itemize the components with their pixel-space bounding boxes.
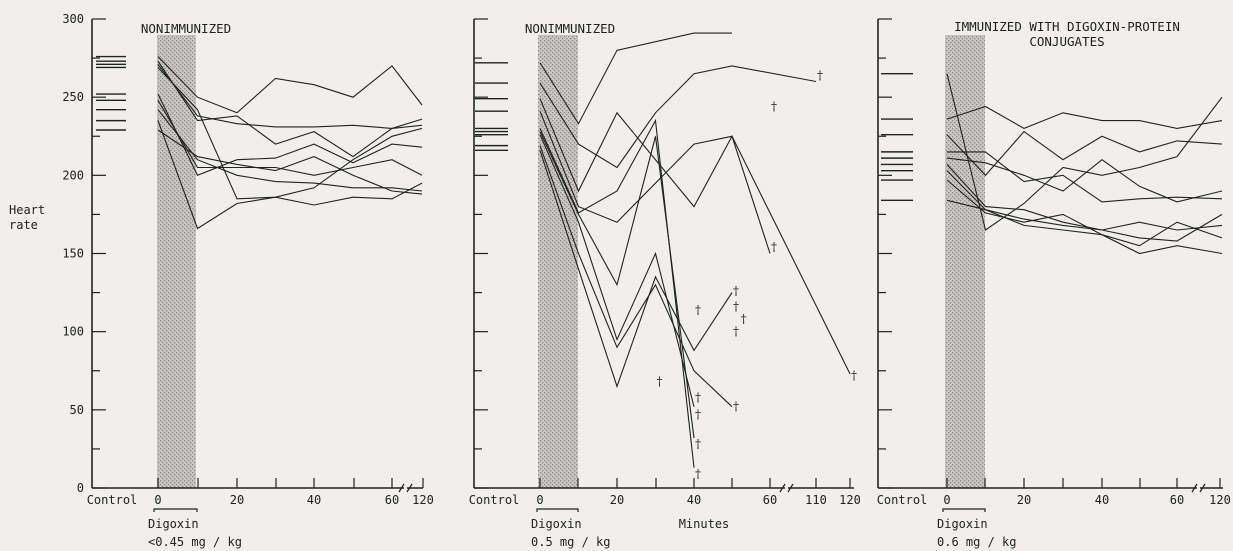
death-marker: † [695,437,701,451]
x-tick-label: 40 [687,493,701,507]
series-line [946,130,1223,177]
dose-label: 0.6 mg / kg [937,535,1016,549]
x-tick-label: 40 [1095,493,1109,507]
panel-title: IMMUNIZED WITH DIGOXIN-PROTEIN [954,19,1180,34]
series-line [157,93,423,176]
x-tick-label: 20 [610,493,624,507]
death-marker: † [657,375,663,389]
panel-title: NONIMMUNIZED [525,21,615,36]
series-line [539,145,733,408]
x-tick-label: 60 [385,493,399,507]
series-line [157,56,423,114]
death-marker: † [851,368,857,382]
x-axis-break-mark [787,483,794,493]
death-marker: † [771,100,777,114]
series-line [539,150,733,389]
series-line [946,179,1223,247]
series-line [946,164,1223,242]
infusion-band [945,35,985,488]
y-axis-label: Heart [9,203,45,217]
y-tick-label: 50 [70,403,84,417]
y-axis-label-line-2: rate [9,218,38,232]
x-tick-label: 20 [1017,493,1031,507]
series-line [157,67,423,200]
x-tick-label: 110 [805,493,827,507]
x-axis-break-mark [1191,483,1198,493]
x-control-label: Control [87,493,138,507]
series-line [539,32,732,125]
death-marker: † [733,400,739,414]
death-marker: † [771,240,777,254]
dose-label: Digoxin [937,517,988,531]
death-marker: † [695,467,701,481]
series-line [157,129,423,195]
series-line [539,65,817,169]
series-line [946,170,1223,231]
death-marker: † [733,300,739,314]
series-line [157,109,423,192]
x-axis-label: Minutes [679,517,730,531]
x-tick-label: 40 [307,493,321,507]
series-line [539,131,695,439]
dose-bracket [153,508,198,512]
series-line [157,100,423,176]
infusion-band [538,35,578,488]
dose-label: Digoxin [148,517,199,531]
dose-label: <0.45 mg / kg [148,535,242,549]
dose-bracket [942,508,986,512]
chart-panel-2: 0 20 40 60 110 120 Control Digoxin 0.5 mg / kg NO… [469,18,861,549]
x-tick-label: 60 [763,493,777,507]
x-tick-label: 0 [154,493,161,507]
series-line [539,98,771,254]
y-tick-label: 250 [62,90,84,104]
x-control-label: Control [469,493,520,507]
dose-label: Digoxin [531,517,582,531]
death-marker: † [817,68,823,82]
y-tick-label: 0 [77,481,84,495]
death-marker: † [733,325,739,339]
x-axis-break-mark [398,483,405,493]
y-tick-label: 300 [62,12,84,26]
x-axis-break-gap [785,486,788,490]
x-tick-label: 0 [943,493,950,507]
series-line [539,110,851,375]
panel-title-line-2: CONJUGATES [1029,34,1104,49]
chart-panel-3: 0 20 40 60 120 Control Digoxin 0.6 mg / kg IMMUN… [877,18,1231,549]
series-line [946,73,1223,231]
y-tick-label: 150 [62,247,84,261]
death-marker: † [741,312,747,326]
death-marker: † [695,408,701,422]
death-marker: † [695,390,701,404]
y-tick-label: 100 [62,325,84,339]
x-tick-label: 0 [536,493,543,507]
series-line [947,151,1223,203]
series-line [946,157,1223,203]
y-tick-label: 200 [62,168,84,182]
panel-title: NONIMMUNIZED [141,21,231,36]
x-axis-break-mark [1199,483,1206,493]
series-line [157,60,423,158]
x-tick-label: 120 [839,493,861,507]
series-line [539,134,695,407]
x-axis-break-gap [404,486,407,490]
dose-label: 0.5 mg / kg [531,535,610,549]
x-axis-break-gap [1197,486,1200,490]
x-tick-label: 120 [412,493,434,507]
series-line [157,63,423,129]
x-axis-break-mark [406,483,413,493]
death-marker: † [733,284,739,298]
dose-bracket [536,508,579,512]
death-marker: † [695,303,701,317]
series-line [946,199,1223,255]
x-control-label: Control [877,493,928,507]
x-tick-label: 120 [1209,493,1231,507]
chart-panel-1: 0 50 100 150 200 250 300 0 20 40 60 120 Control Digox… [9,12,434,549]
x-tick-label: 60 [1170,493,1184,507]
series-line [157,120,423,230]
x-axis-break-mark [779,483,786,493]
series-line [946,105,1223,130]
x-tick-label: 20 [230,493,244,507]
